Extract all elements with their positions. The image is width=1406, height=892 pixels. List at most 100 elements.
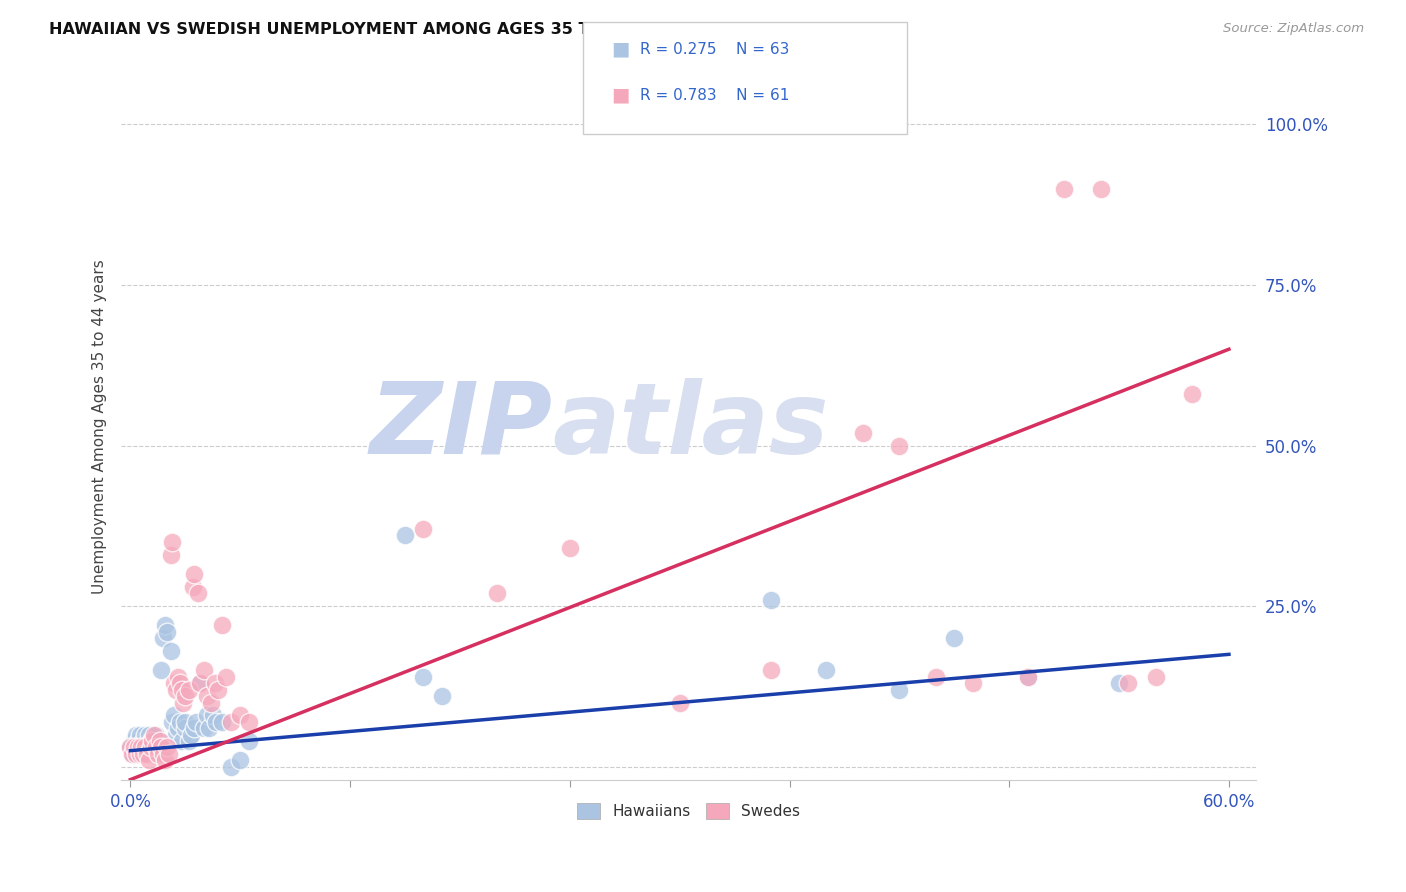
Point [181,580,204,594]
Point [149,734,172,748]
Point [125,740,148,755]
Point [1108,676,1130,690]
Point [195,708,218,723]
Point [1181,387,1204,401]
Y-axis label: Unemployment Among Ages 35 to 44 years: Unemployment Among Ages 35 to 44 years [93,259,107,594]
Point [177,734,200,748]
Point [141,734,163,748]
Point [134,734,156,748]
Point [141,734,163,748]
Point [141,740,163,755]
Point [188,676,211,690]
Point [156,624,179,639]
Point [122,734,145,748]
Point [131,740,153,755]
Point [188,676,211,690]
Point [195,689,218,703]
Point [135,747,157,761]
Point [138,728,160,742]
Point [815,664,838,678]
Point [200,696,222,710]
Text: Source: ZipAtlas.com: Source: ZipAtlas.com [1223,22,1364,36]
Point [170,682,193,697]
Point [145,740,167,755]
Point [138,753,160,767]
Point [1116,676,1139,690]
Point [146,740,169,755]
Point [138,734,160,748]
Point [198,721,221,735]
Point [139,734,162,748]
Point [127,740,149,755]
Point [132,740,155,755]
Text: atlas: atlas [553,378,830,475]
Point [128,747,150,761]
Point [162,535,184,549]
Point [143,728,166,742]
Point [172,696,194,710]
Point [150,740,173,755]
Legend: Hawaiians, Swedes: Hawaiians, Swedes [571,797,806,825]
Point [145,728,167,742]
Point [131,740,153,755]
Point [152,632,174,646]
Point [153,753,176,767]
Point [135,740,157,755]
Point [1090,181,1112,195]
Point [159,644,181,658]
Point [558,541,581,556]
Point [229,708,252,723]
Point [170,734,193,748]
Point [211,714,233,729]
Point [122,740,145,755]
Point [761,592,783,607]
Point [485,586,508,600]
Point [128,728,150,742]
Point [121,747,143,761]
Point [1017,670,1039,684]
Point [127,734,149,748]
Point [125,747,148,761]
Point [180,728,202,742]
Point [121,747,143,761]
Point [219,714,242,729]
Point [165,728,187,742]
Point [174,721,197,735]
Point [193,664,215,678]
Point [412,670,434,684]
Point [146,747,169,761]
Point [201,708,224,723]
Point [120,740,142,755]
Point [163,708,186,723]
Point [761,664,783,678]
Point [163,676,186,690]
Point [122,740,145,755]
Text: ■: ■ [612,39,630,59]
Point [889,439,911,453]
Point [132,734,155,748]
Point [183,721,205,735]
Point [150,664,173,678]
Point [394,528,416,542]
Point [207,682,229,697]
Point [169,676,191,690]
Point [125,728,148,742]
Point [153,618,176,632]
Point [214,670,236,684]
Point [1053,181,1076,195]
Point [889,682,911,697]
Point [430,689,453,703]
Point [167,721,190,735]
Point [943,632,966,646]
Point [238,734,260,748]
Text: R = 0.783    N = 61: R = 0.783 N = 61 [640,88,789,103]
Point [139,740,162,755]
Point [134,728,156,742]
Text: ■: ■ [612,86,630,105]
Point [132,747,155,761]
Point [412,522,434,536]
Point [174,714,197,729]
Point [127,740,149,755]
Point [187,586,209,600]
Text: HAWAIIAN VS SWEDISH UNEMPLOYMENT AMONG AGES 35 TO 44 YEARS CORRELATION CHART: HAWAIIAN VS SWEDISH UNEMPLOYMENT AMONG A… [49,22,893,37]
